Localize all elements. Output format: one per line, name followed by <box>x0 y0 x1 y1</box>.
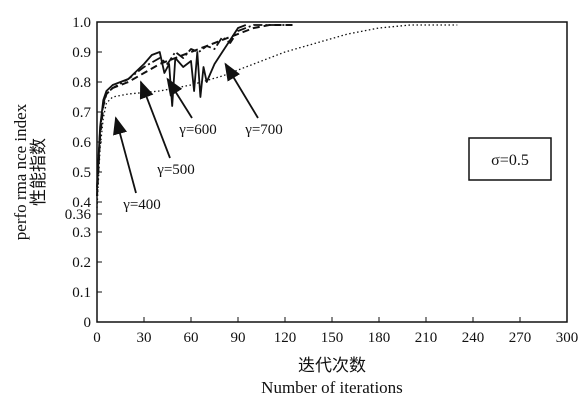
y-tick-label: 0.8 <box>72 75 91 91</box>
x-tick-label: 60 <box>184 330 199 346</box>
sigma-label: σ=0.5 <box>491 152 529 169</box>
sigma-box-frame <box>468 137 552 181</box>
y-axis-ticks: 0 0.1 0.2 0.3 0.360.4 0.5 0.6 0.7 0.8 0.9 1.0 <box>65 15 102 331</box>
x-tick-label: 90 <box>231 330 246 346</box>
x-tick-label: 270 <box>509 330 532 346</box>
series-annotations: γ=400 γ=500 γ=600 γ=700 <box>113 62 283 213</box>
annotation-arrow <box>224 62 259 119</box>
series-lines <box>96 24 458 209</box>
annotation-arrow <box>139 80 171 159</box>
y-tick-label: 0.36 <box>65 207 92 223</box>
annotation-label: γ=500 <box>156 162 195 178</box>
y-tick-label: 0.5 <box>72 165 91 181</box>
y-tick-label: 0.7 <box>72 105 91 121</box>
annotation-label: γ=400 <box>122 197 161 213</box>
y-axis-title-en: perfo rma nce index <box>11 103 30 240</box>
x-tick-label: 300 <box>556 330 579 346</box>
y-tick-label: 0.4 <box>72 195 91 211</box>
x-axis-title-cn: 迭代次数 <box>298 356 366 375</box>
y-tick-label: 0.9 <box>72 45 91 61</box>
series-line <box>96 24 458 209</box>
annotation-label: γ=700 <box>244 122 283 138</box>
series-line <box>96 24 285 191</box>
y-tick-label: 0.1 <box>72 285 91 301</box>
y-tick-label: 0.3 <box>72 225 91 241</box>
annotation-label: γ=600 <box>178 122 217 138</box>
x-tick-label: 150 <box>321 330 344 346</box>
series-line <box>96 24 247 188</box>
x-axis-ticks: 0 30 60 90 120 150 180 210 240 270 300 <box>93 317 578 346</box>
x-tick-label: 240 <box>462 330 485 346</box>
y-tick-label: 0.2 <box>72 255 91 271</box>
annotation-arrow <box>113 116 137 194</box>
y-tick-label: 1.0 <box>72 15 91 31</box>
x-tick-label: 0 <box>93 330 101 346</box>
x-tick-label: 210 <box>415 330 438 346</box>
sigma-box: σ=0.5 <box>468 137 552 181</box>
y-tick-label: 0.6 <box>72 135 91 151</box>
x-tick-label: 30 <box>137 330 152 346</box>
x-axis-title-en: Number of iterations <box>261 378 403 397</box>
y-axis-title-cn: 性能指数 <box>29 138 48 206</box>
annotation-arrow <box>166 77 193 119</box>
y-tick-label: 0 <box>84 315 92 331</box>
x-tick-label: 120 <box>274 330 297 346</box>
x-tick-label: 180 <box>368 330 391 346</box>
